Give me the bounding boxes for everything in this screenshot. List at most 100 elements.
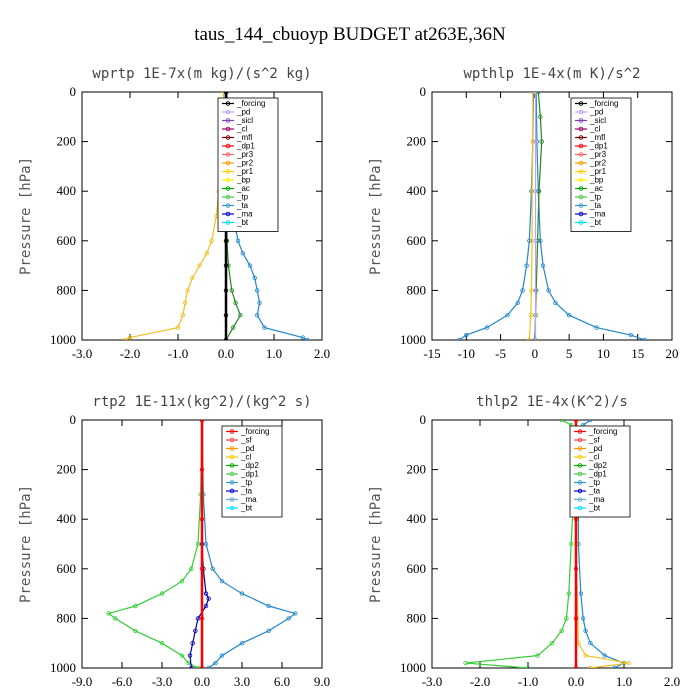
legend-marker	[229, 497, 235, 502]
data-point	[199, 517, 205, 522]
legend-marker	[225, 160, 231, 166]
data-point	[573, 665, 579, 668]
y-tick-label: 0	[70, 84, 77, 99]
x-tick-label: 0.0	[568, 674, 584, 689]
data-point	[564, 616, 569, 621]
data-point	[559, 628, 564, 633]
data-point	[528, 313, 533, 318]
legend-marker	[229, 454, 235, 460]
legend-marker	[225, 152, 231, 157]
legend-marker	[578, 135, 584, 140]
y-tick-label: 400	[57, 511, 77, 526]
y-axis-label: Pressure [hPa]	[18, 485, 34, 603]
x-tick-label: 20	[666, 346, 679, 361]
panel-3: rtp2 1E-11x(kg^2)/(kg^2 s) Pressure [hPa]…	[18, 394, 330, 689]
legend-label: _cl	[588, 453, 599, 462]
panel-title: thlp2 1E-4x(K^2)/s	[476, 394, 628, 410]
series-line-tp	[201, 420, 297, 668]
x-tick-label: 2.0	[314, 346, 330, 361]
series-line-tp	[459, 92, 535, 340]
legend-label: _bt	[236, 218, 249, 227]
data-point	[239, 591, 245, 596]
data-point	[209, 238, 214, 243]
legend-label: _bp	[236, 176, 251, 185]
data-point	[602, 653, 607, 658]
data-point	[538, 238, 543, 243]
legend-marker	[578, 118, 584, 123]
series-group	[457, 92, 647, 340]
y-tick-label: 1000	[400, 660, 426, 675]
legend-label: _bt	[588, 504, 601, 513]
data-point	[233, 300, 238, 305]
legend-label: _ma	[240, 495, 257, 504]
y-tick-label: 600	[407, 233, 427, 248]
data-point	[293, 611, 298, 616]
data-point	[505, 313, 510, 318]
data-point	[223, 337, 229, 340]
series-line-dp1	[465, 420, 575, 668]
data-point	[199, 420, 205, 423]
data-point	[588, 665, 593, 668]
data-point	[463, 660, 468, 666]
y-tick-label: 1000	[50, 332, 76, 347]
legend-marker	[229, 463, 235, 468]
series-line-bp	[535, 92, 645, 340]
legend: _forcing_pd_sicl_cl_mfl_dp1_pr3_pr2_pr1_…	[217, 97, 279, 232]
data-point	[235, 238, 241, 243]
legend-marker	[225, 109, 231, 115]
data-point	[538, 114, 543, 119]
data-point	[203, 591, 209, 596]
data-point	[199, 616, 205, 621]
x-tick-label: -2.0	[470, 674, 491, 689]
data-point	[515, 300, 520, 305]
legend-marker	[225, 143, 231, 149]
legend-label: _pd	[236, 108, 250, 117]
data-point	[213, 660, 218, 666]
legend-label: _pr1	[589, 167, 607, 176]
data-point	[199, 467, 205, 472]
data-point	[221, 92, 226, 95]
legend-label: _ma	[236, 210, 253, 219]
data-point	[573, 566, 579, 571]
data-point	[612, 665, 617, 668]
y-tick-label: 400	[407, 183, 427, 198]
legend-marker	[577, 463, 583, 468]
legend-marker	[577, 437, 583, 443]
plot-frame	[431, 419, 673, 669]
x-tick-label: 10	[597, 346, 610, 361]
legend-label: _sicl	[589, 116, 606, 125]
legend-label: _tp	[588, 478, 601, 487]
y-tick-label: 400	[407, 511, 427, 526]
legend-marker	[577, 505, 583, 511]
data-point	[203, 603, 209, 609]
data-point	[520, 288, 525, 293]
legend-marker	[578, 169, 584, 174]
series-group	[106, 420, 298, 668]
legend-marker	[229, 480, 235, 485]
legend-marker	[229, 429, 235, 434]
legend-marker	[225, 194, 231, 200]
data-point	[255, 313, 260, 318]
data-point	[573, 517, 579, 522]
y-tick-label: 800	[57, 610, 77, 625]
data-point	[127, 335, 133, 340]
plot-frame	[431, 91, 673, 341]
data-point	[187, 653, 193, 658]
data-point	[189, 566, 194, 571]
legend-label: _forcing	[236, 99, 265, 108]
y-tick-label: 800	[407, 610, 427, 625]
data-point	[286, 616, 291, 621]
legend-marker	[225, 203, 231, 208]
x-tick-label: -3.0	[152, 674, 173, 689]
data-point	[533, 337, 538, 340]
legend-marker	[229, 437, 235, 443]
data-point	[530, 139, 535, 144]
legend-label: _pr2	[589, 159, 607, 168]
legend-marker	[225, 118, 231, 123]
legend-label: _dp2	[588, 461, 607, 470]
data-point	[464, 332, 469, 338]
legend-label: _bt	[589, 218, 602, 227]
y-tick-label: 200	[57, 462, 77, 477]
y-axis-label: Pressure [hPa]	[18, 157, 34, 275]
data-point	[123, 337, 128, 340]
